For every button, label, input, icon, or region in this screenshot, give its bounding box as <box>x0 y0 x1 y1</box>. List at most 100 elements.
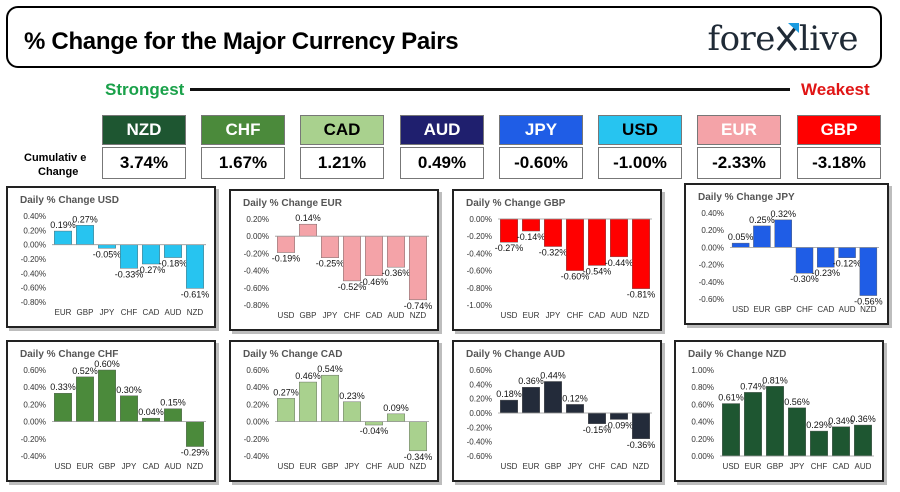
bar-jpy <box>342 401 361 422</box>
data-label: -0.23% <box>812 268 841 278</box>
logo-text-right: live <box>798 19 859 59</box>
bar-nzd <box>631 412 650 439</box>
x-tick-label: CAD <box>366 311 383 320</box>
bar-chf <box>119 244 138 269</box>
x-tick-label: EUR <box>523 311 540 320</box>
y-tick-label: -1.00% <box>467 301 492 310</box>
x-tick-label: CHF <box>796 305 813 314</box>
currency-code-nzd: NZD <box>102 115 186 145</box>
x-tick-label: CHF <box>366 462 383 471</box>
data-label: -0.54% <box>583 266 612 276</box>
currency-code-gbp: GBP <box>797 115 881 145</box>
chart-title: Daily % Change JPY <box>698 192 795 203</box>
bar-eur <box>54 230 73 245</box>
weakest-label: Weakest <box>801 80 870 99</box>
x-tick-label: CAD <box>589 311 606 320</box>
y-tick-label: -0.60% <box>21 284 46 293</box>
x-tick-label: JPY <box>546 311 561 320</box>
x-tick-label: USD <box>278 462 295 471</box>
y-tick-label: 0.00% <box>246 418 269 427</box>
y-tick-label: 0.40% <box>23 383 46 392</box>
y-tick-label: -0.20% <box>21 255 46 264</box>
currency-code-jpy: JPY <box>499 115 583 145</box>
chart-svg: Daily % Change GBP 0.00% -0.20% -0.40% -0.60… <box>466 198 655 320</box>
bar-cad <box>141 244 160 265</box>
data-label: 0.36% <box>850 414 876 424</box>
y-tick-label: 0.00% <box>469 215 492 224</box>
y-tick-label: 0.60% <box>246 366 269 375</box>
y-tick-label: -0.40% <box>467 438 492 447</box>
x-tick-label: NZD <box>860 305 877 314</box>
chart-panel-0: Daily % Change USD 0.40% 0.20% 0.00% -0.20% -… <box>6 186 216 328</box>
x-tick-label: CAD <box>143 308 160 317</box>
y-tick-label: 0.60% <box>23 366 46 375</box>
y-tick-label: -0.40% <box>699 278 724 287</box>
bar-eur <box>753 225 771 248</box>
chart-title: Daily % Change GBP <box>466 198 566 209</box>
bar-jpy <box>97 244 116 249</box>
bar-aud <box>386 236 405 268</box>
data-label: -0.32% <box>539 248 568 258</box>
data-label: -0.18% <box>159 259 188 269</box>
bar-cad <box>609 412 628 420</box>
y-tick-label: 0.00% <box>23 241 46 250</box>
y-tick-label: 0.40% <box>701 209 724 218</box>
y-tick-label: 0.40% <box>691 418 714 427</box>
data-label: -0.12% <box>833 259 862 269</box>
x-tick-label: JPY <box>345 462 360 471</box>
bar-gbp <box>543 381 562 414</box>
data-label: 0.56% <box>784 397 810 407</box>
x-tick-label: AUD <box>165 308 182 317</box>
x-tick-label: USD <box>723 462 740 471</box>
data-label: -0.30% <box>790 274 819 284</box>
data-label: 0.81% <box>762 375 788 385</box>
bar-nzd <box>859 247 878 296</box>
bar-cad <box>587 218 606 266</box>
data-label: 0.30% <box>116 385 142 395</box>
data-label: 0.36% <box>518 376 544 386</box>
y-tick-label: 0.80% <box>691 383 714 392</box>
y-tick-label: 0.00% <box>246 232 269 241</box>
y-tick-label: -0.20% <box>699 261 724 270</box>
x-tick-label: JPY <box>122 462 137 471</box>
data-label: -0.05% <box>93 249 122 259</box>
currency-change-cad: 1.21% <box>300 147 384 179</box>
x-tick-label: CHF <box>121 308 138 317</box>
x-tick-label: CHF <box>567 311 584 320</box>
bar-usd <box>500 399 519 414</box>
x-tick-label: CHF <box>811 462 828 471</box>
chart-title: Daily % Change CHF <box>20 349 118 360</box>
cumulative-label-line2: Change <box>38 166 79 178</box>
y-tick-label: 0.60% <box>469 366 492 375</box>
x-tick-label: EUR <box>753 305 770 314</box>
data-label: -0.36% <box>382 268 411 278</box>
x-tick-label: EUR <box>745 462 762 471</box>
x-tick-label: USD <box>732 305 749 314</box>
data-label: -0.34% <box>404 452 433 462</box>
y-tick-label: -0.40% <box>244 267 269 276</box>
chart-panel-6: Daily % Change AUD 0.60% 0.40% 0.20% 0.00% -0… <box>452 340 662 482</box>
bar-usd <box>500 218 519 243</box>
chart-svg: Daily % Change NZD 1.00% 0.80% 0.60% 0.40% 0.… <box>688 349 876 471</box>
strength-arrow-line <box>190 88 790 91</box>
chart-svg: Daily % Change EUR 0.20% 0.00% -0.20% -0.40%… <box>243 198 433 320</box>
y-tick-label: -0.40% <box>21 452 46 461</box>
logo-text-left: fore <box>707 19 775 59</box>
currency-code-chf: CHF <box>201 115 285 145</box>
data-label: -0.74% <box>404 301 433 311</box>
x-tick-label: CHF <box>589 462 606 471</box>
x-tick-label: CHF <box>344 311 361 320</box>
data-label: 0.15% <box>160 398 186 408</box>
x-tick-label: GBP <box>300 311 317 320</box>
currency-change-usd: -1.00% <box>598 147 682 179</box>
data-label: 0.61% <box>718 393 744 403</box>
data-label: 0.34% <box>828 416 854 426</box>
y-tick-label: 0.20% <box>246 215 269 224</box>
bar-nzd <box>185 421 204 447</box>
strongest-label: Strongest <box>105 80 185 99</box>
data-label: 0.27% <box>72 214 98 224</box>
data-label: 0.19% <box>50 220 76 230</box>
currency-change-eur: -2.33% <box>697 147 781 179</box>
data-label: -0.33% <box>115 269 144 279</box>
data-label: -0.44% <box>605 258 634 268</box>
